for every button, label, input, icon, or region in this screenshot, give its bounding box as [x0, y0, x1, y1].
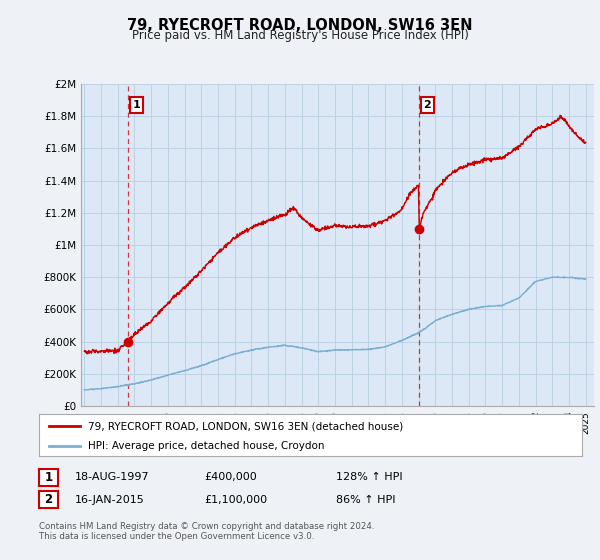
Text: £400,000: £400,000 [204, 472, 257, 482]
Text: 86% ↑ HPI: 86% ↑ HPI [336, 494, 395, 505]
Text: 79, RYECROFT ROAD, LONDON, SW16 3EN: 79, RYECROFT ROAD, LONDON, SW16 3EN [127, 18, 473, 33]
Text: 2: 2 [424, 100, 431, 110]
Text: 16-JAN-2015: 16-JAN-2015 [75, 494, 145, 505]
Text: 1: 1 [44, 470, 53, 484]
Text: 79, RYECROFT ROAD, LONDON, SW16 3EN (detached house): 79, RYECROFT ROAD, LONDON, SW16 3EN (det… [88, 421, 403, 431]
Text: 18-AUG-1997: 18-AUG-1997 [75, 472, 149, 482]
Text: £1,100,000: £1,100,000 [204, 494, 267, 505]
Text: 1: 1 [133, 100, 140, 110]
Text: Contains HM Land Registry data © Crown copyright and database right 2024.
This d: Contains HM Land Registry data © Crown c… [39, 522, 374, 542]
Text: 128% ↑ HPI: 128% ↑ HPI [336, 472, 403, 482]
Text: HPI: Average price, detached house, Croydon: HPI: Average price, detached house, Croy… [88, 441, 325, 451]
Text: Price paid vs. HM Land Registry's House Price Index (HPI): Price paid vs. HM Land Registry's House … [131, 29, 469, 42]
Text: 2: 2 [44, 493, 53, 506]
